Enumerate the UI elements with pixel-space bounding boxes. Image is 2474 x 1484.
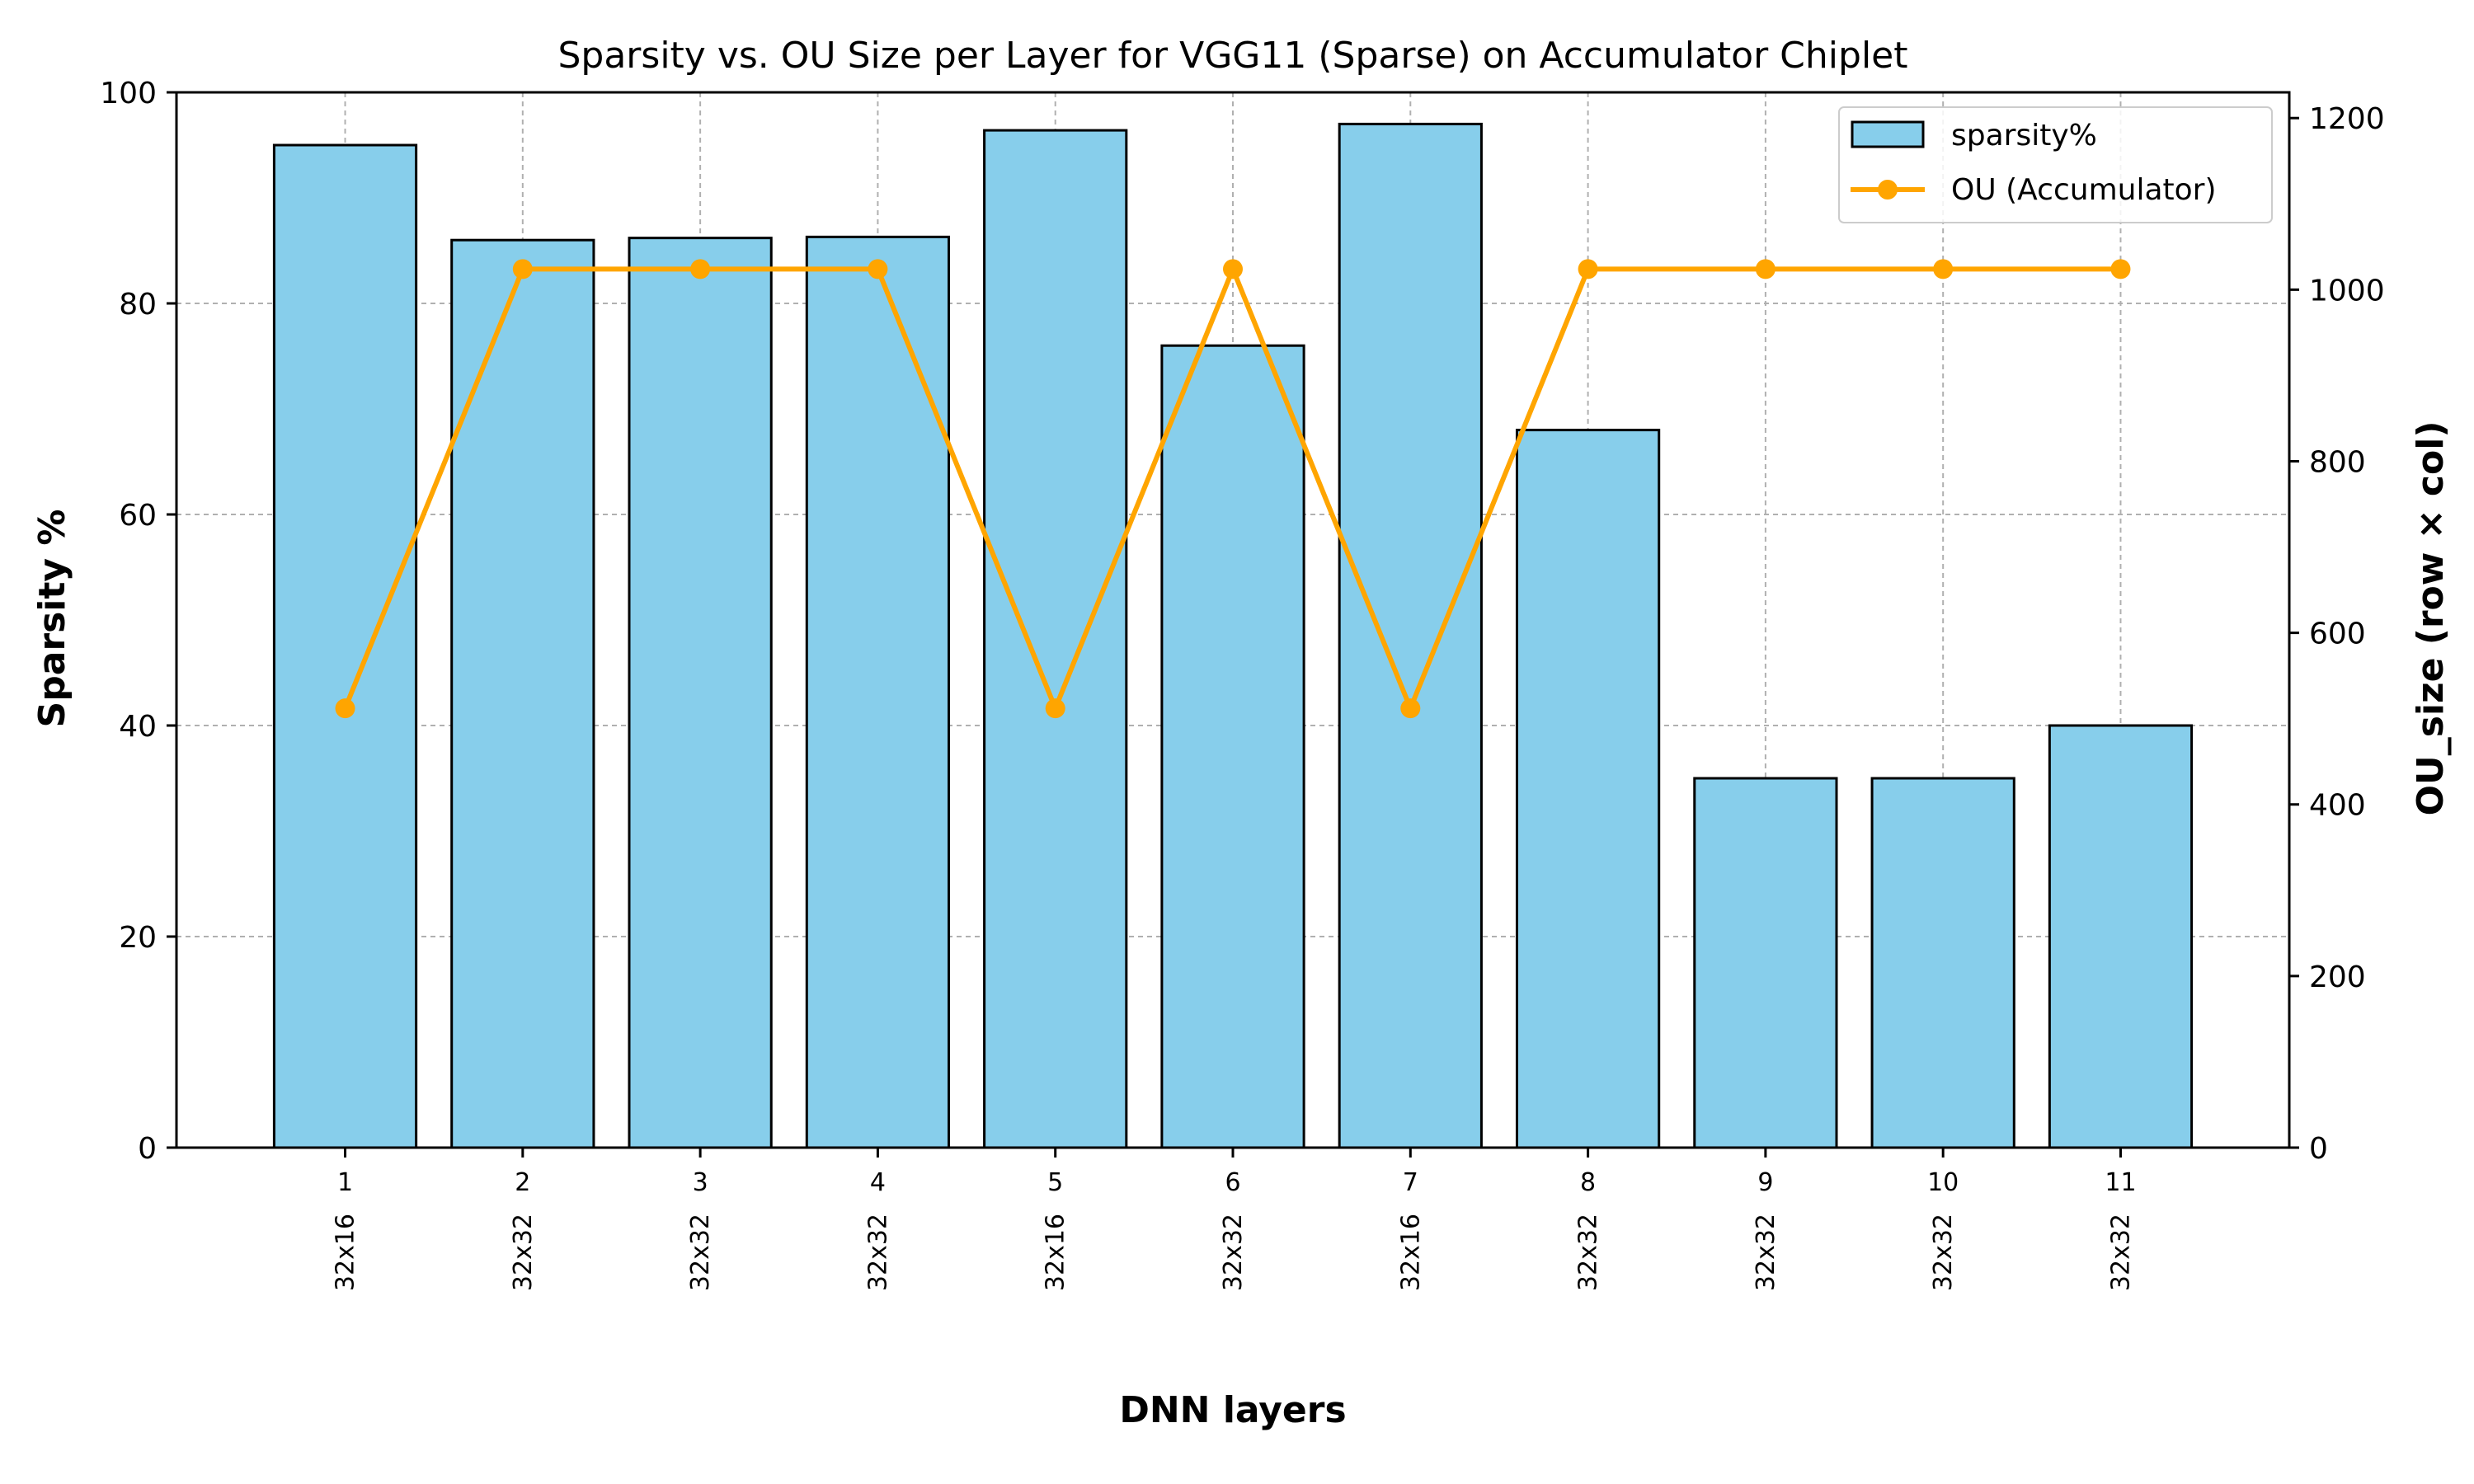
legend: sparsity% OU (Accumulator) [1838,106,2273,223]
x-tick-label: 2 [515,1168,530,1197]
y2-tick-label: 1000 [2309,274,2385,308]
line-point [1400,698,1421,719]
chart-title: Sparsity vs. OU Size per Layer for VGG11… [557,35,1907,77]
bar [450,238,595,1149]
line-point [2110,259,2131,279]
y2-tick-label: 400 [2309,789,2366,823]
legend-label-ou: OU (Accumulator) [1951,173,2217,207]
y-axis-label: Sparsity % [31,510,73,728]
ou-size-label: 32x16 [1042,1214,1070,1291]
ou-size-label: 32x32 [1219,1214,1248,1291]
bar [272,143,418,1149]
x-tick-label: 9 [1757,1168,1773,1197]
legend-box [1838,106,2273,223]
ou-size-label: 32x16 [1396,1214,1425,1291]
ou-size-label: 32x32 [1929,1214,1958,1291]
y2-axis-label: OU_size (row × col) [2410,421,2452,816]
left-axis-ticks: 0 20 40 60 80 100 [100,77,176,1166]
ou-size-label: 32x32 [686,1214,715,1291]
line-series [335,259,2131,719]
x-tick-label: 11 [2105,1168,2136,1197]
y-tick-label: 60 [119,499,157,533]
y2-tick-label: 0 [2309,1132,2328,1166]
line-point [335,698,355,719]
y2-tick-label: 200 [2309,960,2366,994]
bar [1338,122,1483,1149]
y2-tick-label: 600 [2309,618,2366,651]
ou-size-label: 32x32 [1574,1214,1603,1291]
bar [628,237,773,1149]
line-point [512,259,533,279]
bar [805,235,951,1149]
x-tick-label: 10 [1927,1168,1959,1197]
bar [1515,429,1661,1149]
legend-swatch-ou-marker [1878,180,1898,200]
line-point [1755,259,1776,279]
ou-size-label: 32x32 [1752,1214,1780,1291]
bar [1160,344,1305,1149]
legend-label-sparsity: sparsity% [1951,119,2097,153]
x-axis-label: DNN layers [1119,1389,1346,1431]
bar [983,129,1128,1149]
bar-series [272,122,2194,1149]
line-point [1045,698,1065,719]
bar [1870,777,2015,1149]
x-tick-label: 7 [1403,1168,1418,1197]
x-tick-label: 1 [337,1168,353,1197]
line-point [1933,259,1954,279]
ou-size-label: 32x16 [332,1214,360,1291]
ou-size-label: 32x32 [2106,1214,2135,1291]
y-tick-label: 0 [138,1132,157,1166]
line-point [690,259,711,279]
line-point [1223,259,1243,279]
bar [1693,777,1838,1149]
y-tick-label: 100 [100,77,157,110]
x-tick-label: 5 [1047,1168,1063,1197]
y2-tick-label: 800 [2309,445,2366,479]
line-point [868,259,888,279]
legend-swatch-sparsity [1851,120,1925,148]
x-tick-label: 8 [1580,1168,1596,1197]
x-tick-label: 3 [693,1168,708,1197]
x-tick-label: 4 [870,1168,886,1197]
ou-size-label: 32x32 [509,1214,538,1291]
x-tick-label: 6 [1225,1168,1240,1197]
x-axis-ticks: 1 32x16 2 32x32 3 32x32 4 32x32 5 32x16 6 32x32 7 32x… [332,1148,2137,1291]
y-tick-label: 80 [119,288,157,322]
line-point [1578,259,1598,279]
y-tick-label: 20 [119,921,157,955]
ou-size-label: 32x32 [863,1214,892,1291]
y-tick-label: 40 [119,710,157,744]
right-axis-ticks: 0 200 400 600 800 1000 1200 [2289,102,2385,1166]
bar [2048,724,2194,1149]
y2-tick-label: 1200 [2309,102,2385,136]
